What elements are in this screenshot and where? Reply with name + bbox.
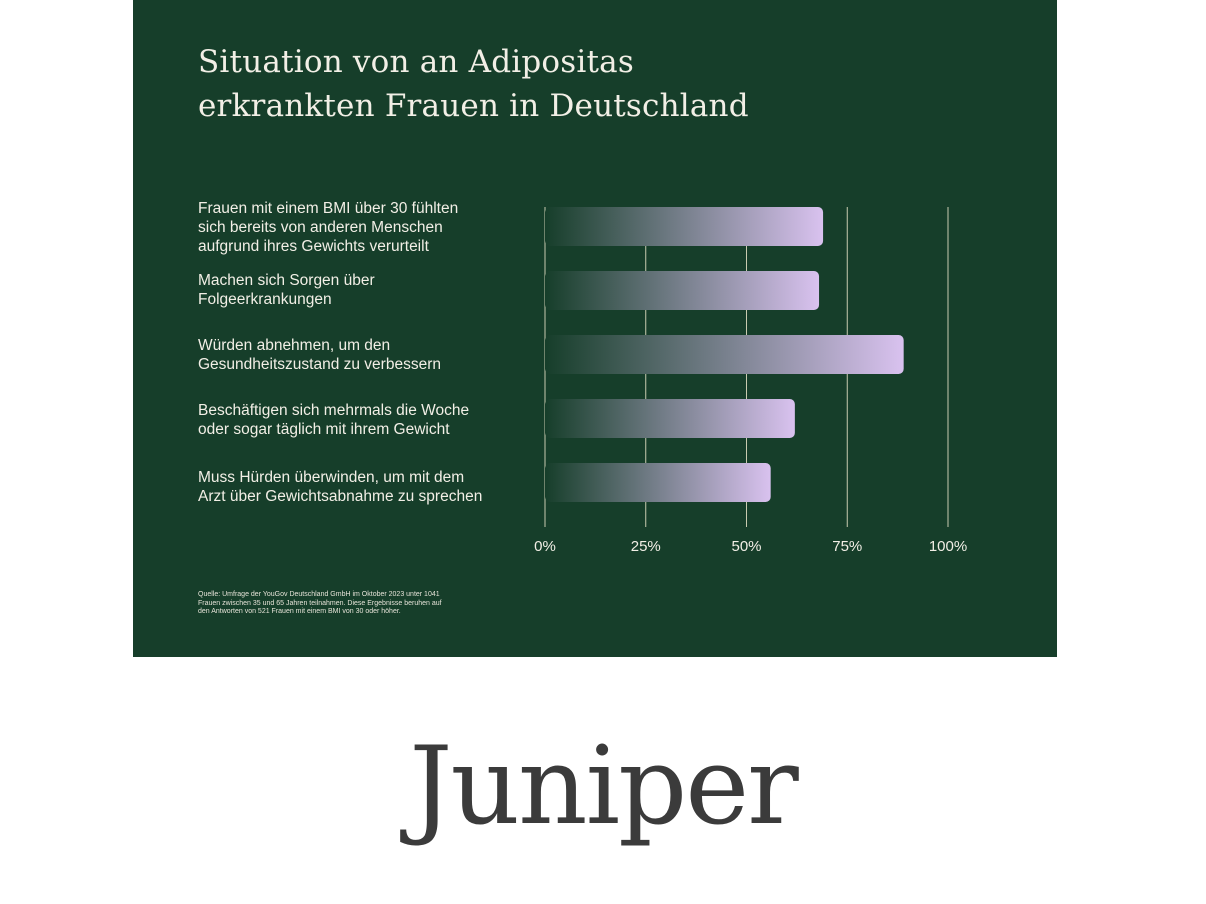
x-tick-label: 0%: [534, 538, 556, 555]
bar: [545, 207, 824, 246]
x-tick-label: 25%: [631, 538, 661, 555]
x-tick-label: 100%: [929, 538, 967, 555]
category-label-lose-weight: Würden abnehmen, um den Gesundheitszusta…: [198, 337, 441, 373]
x-tick-label: 75%: [832, 538, 862, 555]
category-label-doctor-hurdles: Muss Hürden überwinden, um mit dem Arzt …: [198, 469, 483, 505]
source-note: Quelle: Umfrage der YouGov Deutschland G…: [198, 591, 442, 615]
category-label-weekly-thoughts: Beschäftigen sich mehrmals die Woche ode…: [198, 402, 470, 438]
bar: [545, 271, 820, 310]
bar: [545, 335, 904, 374]
chart-title-line-2: erkrankten Frauen in Deutschland: [198, 88, 749, 124]
x-axis-ticks: 0% 25% 50% 75% 100%: [534, 538, 967, 555]
x-tick-label: 50%: [731, 538, 761, 555]
category-label-judged: Frauen mit einem BMI über 30 fühlten sic…: [198, 200, 459, 255]
bars: [545, 207, 904, 502]
infographic-panel: Situation von an Adipositas erkrankten F…: [133, 0, 1057, 657]
category-label-worries: Machen sich Sorgen über Folgeerkrankunge…: [198, 272, 375, 308]
chart-title-line-1: Situation von an Adipositas: [198, 44, 634, 80]
bar: [545, 399, 795, 438]
bar: [545, 463, 771, 502]
juniper-logo: Juniper: [409, 724, 799, 849]
bar-chart: 0% 25% 50% 75% 100%: [534, 207, 967, 555]
